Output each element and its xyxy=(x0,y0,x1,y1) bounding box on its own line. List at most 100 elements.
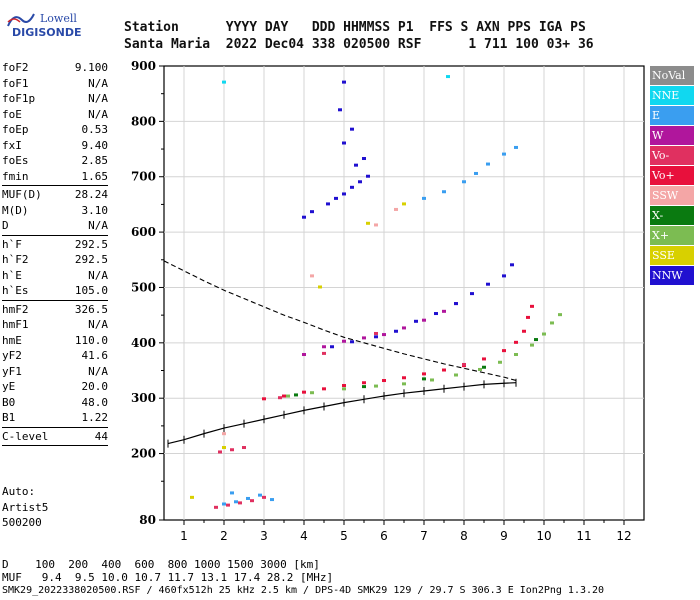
param-row: B1 1.22 xyxy=(2,410,108,426)
echo-point xyxy=(294,393,298,397)
echo-point xyxy=(422,196,426,200)
param-name: fxI xyxy=(2,138,22,152)
echo-point xyxy=(542,332,546,336)
echo-point xyxy=(342,384,346,388)
echo-point xyxy=(434,312,438,316)
param-value: 110.0 xyxy=(74,333,108,347)
echo-point xyxy=(502,274,506,278)
echo-point xyxy=(262,397,266,401)
echo-point xyxy=(322,351,326,355)
param-row: foF1 N/A xyxy=(2,76,108,92)
echo-point xyxy=(362,381,366,385)
echo-point xyxy=(502,152,506,156)
param-row: h`E N/A xyxy=(2,268,108,284)
echo-point xyxy=(318,285,322,289)
echo-point xyxy=(234,500,238,504)
echo-point xyxy=(394,207,398,211)
echo-point xyxy=(282,394,286,398)
param-row: h`F 292.5 xyxy=(2,237,108,253)
echo-point xyxy=(374,384,378,388)
echo-point xyxy=(350,185,354,189)
param-value: 48.0 xyxy=(81,395,109,409)
echo-point xyxy=(414,319,418,323)
y-tick-label: 700 xyxy=(131,170,156,184)
echo-point xyxy=(362,336,366,340)
echo-point xyxy=(342,339,346,343)
echo-point xyxy=(278,396,282,400)
echo-point xyxy=(470,292,474,296)
lowell-digisonde-logo: Lowell DIGISONDE xyxy=(6,10,81,42)
y-tick-label: 400 xyxy=(131,336,156,350)
echo-point xyxy=(510,263,514,267)
param-value: 44 xyxy=(94,429,108,443)
echo-point xyxy=(270,498,274,502)
param-name: yF1 xyxy=(2,364,22,378)
legend-item-nnw: NNW xyxy=(650,266,694,285)
series-ssw xyxy=(222,207,398,436)
param-value: N/A xyxy=(88,318,108,331)
x-tick-label: 8 xyxy=(460,529,468,543)
param-row: yF1 N/A xyxy=(2,364,108,380)
echo-point xyxy=(342,141,346,145)
param-value: 105.0 xyxy=(74,284,108,297)
param-name: foEp xyxy=(2,123,29,136)
param-name: h`F xyxy=(2,237,22,251)
param-value: 326.5 xyxy=(74,302,108,316)
y-tick-label: 800 xyxy=(131,114,156,128)
echo-point xyxy=(530,304,534,308)
legend-item-x: X+ xyxy=(650,226,694,245)
param-name: C-level xyxy=(2,429,49,443)
x-tick-label: 4 xyxy=(300,529,308,543)
param-value: 3.10 xyxy=(81,203,109,217)
param-value: 9.100 xyxy=(74,61,108,74)
params-separator xyxy=(2,234,108,236)
param-name: foEs xyxy=(2,154,29,167)
echo-point xyxy=(442,190,446,194)
chart-axes: 1 2 3 4 5 6 7 8 9 10 11 128020030040050060070080090… xyxy=(131,59,632,543)
param-name: hmF2 xyxy=(2,302,29,316)
param-name: MUF(D) xyxy=(2,188,42,201)
echo-point xyxy=(534,338,538,342)
echo-point xyxy=(402,202,406,206)
param-value: 28.24 xyxy=(74,188,108,201)
echo-point xyxy=(442,368,446,372)
param-name: hmF1 xyxy=(2,318,29,331)
logo-text-digisonde: DIGISONDE xyxy=(12,26,82,39)
echo-point xyxy=(190,495,194,499)
echo-point xyxy=(382,333,386,337)
echo-point xyxy=(246,496,250,500)
param-name: D xyxy=(2,219,9,232)
header-line-2: Santa Maria 2022 Dec04 338 020500 RSF 1 … xyxy=(124,37,594,52)
echo-point xyxy=(250,499,254,503)
param-name: yE xyxy=(2,380,16,393)
footer: D 100 200 400 600 800 1000 1500 3000 [km… xyxy=(2,558,604,598)
echo-point xyxy=(462,180,466,184)
echo-point xyxy=(522,329,526,333)
echo-point xyxy=(322,345,326,349)
param-row: fmin 1.65 xyxy=(2,169,108,185)
echo-point xyxy=(362,385,366,389)
param-row: foEs 2.85 xyxy=(2,153,108,169)
x-tick-label: 11 xyxy=(576,529,591,543)
echo-point xyxy=(394,329,398,333)
chart-grid xyxy=(163,65,645,521)
params-separator xyxy=(2,299,108,301)
echo-point xyxy=(330,345,334,349)
header-line-1: Station YYYY DAY DDD HHMMSS P1 FFS S AXN… xyxy=(124,20,586,35)
echo-point xyxy=(374,331,378,335)
echo-point xyxy=(258,493,262,497)
x-tick-label: 1 xyxy=(180,529,188,543)
echo-point xyxy=(558,313,562,317)
echo-point xyxy=(374,223,378,227)
param-value: 1.65 xyxy=(81,169,109,183)
station-header: Station YYYY DAY DDD HHMMSS P1 FFS S AXN… xyxy=(124,19,594,53)
param-row: hmE 110.0 xyxy=(2,333,108,349)
echo-point xyxy=(302,390,306,394)
legend-item-w: W xyxy=(650,126,694,145)
echo-point xyxy=(514,340,518,344)
param-row: foF2 9.100 xyxy=(2,60,108,76)
echo-point xyxy=(422,318,426,322)
param-value: N/A xyxy=(88,268,108,282)
param-row: fxI 9.40 xyxy=(2,138,108,154)
